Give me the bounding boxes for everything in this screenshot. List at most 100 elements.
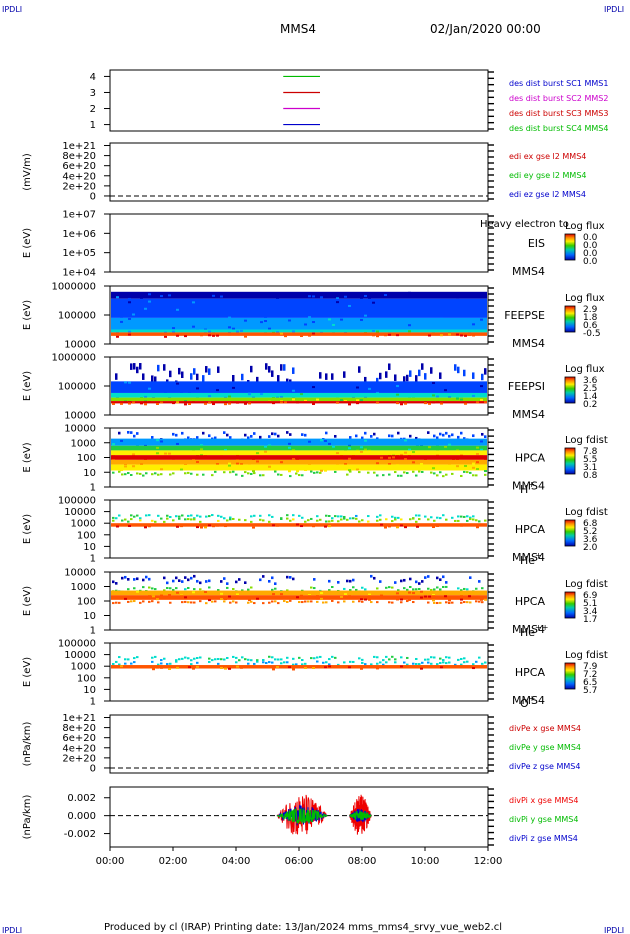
spectrogram-pixel: [360, 598, 363, 601]
spectrogram-pixel: [328, 525, 331, 528]
spectrogram-pixel: [388, 590, 391, 593]
spectrogram-pixel: [283, 661, 286, 664]
spectrogram-pixel: [268, 465, 271, 468]
colorbar-tick-label: 7.8: [583, 447, 598, 457]
spectrogram-pixel: [376, 330, 379, 333]
spectrogram-pixel: [360, 667, 363, 670]
spectrogram-pixel: [409, 518, 412, 521]
colorbar-tick-label: 3.4: [583, 607, 598, 617]
spectrogram-pixel: [340, 518, 343, 521]
panel-frame: [109, 714, 489, 774]
x-tick-label: 10:00: [411, 856, 440, 867]
spectrogram-pixel: [268, 520, 271, 523]
spectrogram-pixel: [384, 446, 387, 449]
spectrogram-pixel: [481, 662, 484, 665]
spectrogram-band: [111, 317, 487, 330]
spectrogram-pixel: [130, 363, 133, 370]
spectrogram-pixel: [136, 514, 139, 517]
spectrogram-pixel: [284, 401, 287, 404]
spectrogram-pixel: [148, 451, 151, 454]
spectrogram-pixel: [370, 574, 373, 578]
spectrogram-pixel: [408, 598, 411, 601]
spectrogram-pixel: [296, 523, 299, 526]
legend-entry: des dist burst SC4 MMS4: [509, 124, 608, 133]
y-tick-label: 8e+20: [62, 723, 96, 734]
spectrogram-pixel: [184, 588, 187, 591]
spectrogram-pixel: [439, 661, 442, 664]
spectrogram-pixel: [325, 431, 328, 435]
spectrogram-pixel: [196, 301, 199, 304]
spectrogram-pixel: [427, 658, 430, 661]
spectrogram-pixel: [187, 436, 190, 440]
spectrogram-pixel: [418, 587, 421, 590]
spectrogram-pixel: [444, 389, 447, 392]
spectrogram-pixel: [274, 432, 277, 436]
spectrogram-pixel: [316, 471, 319, 474]
spectrogram-pixel: [286, 431, 289, 434]
spectrogram-pixel: [484, 399, 487, 402]
instrument-spacecraft: MMS4: [512, 694, 545, 707]
spectrogram-pixel: [264, 465, 267, 468]
spectrogram-pixel: [400, 453, 403, 456]
y-tick-label: 10: [83, 468, 96, 479]
spectrogram-pixel: [124, 465, 127, 468]
spectrogram-pixel: [277, 602, 280, 605]
spectrogram-pixel: [259, 578, 262, 582]
spectrogram-pixel: [208, 330, 211, 333]
spectrogram-pixel: [228, 295, 231, 298]
spectrogram-pixel: [248, 402, 251, 405]
spectrogram-pixel: [412, 588, 415, 591]
spectrogram-pixel: [229, 601, 232, 604]
spectrogram-pixel: [142, 600, 145, 603]
spectrogram-pixel: [154, 520, 157, 523]
spectrogram-pixel: [264, 320, 267, 323]
instrument-label: EIS: [528, 237, 545, 250]
spectrogram-pixel: [332, 523, 335, 526]
spectrogram-pixel: [406, 663, 409, 666]
spectrogram-pixel: [336, 386, 339, 389]
spectrogram-pixel: [457, 366, 460, 374]
spectrogram-pixel: [324, 469, 327, 472]
spectrogram-pixel: [436, 602, 439, 605]
spectrogram-pixel: [370, 663, 373, 666]
spectrogram-pixel: [112, 519, 115, 522]
y-tick-label: 3: [90, 88, 96, 99]
spectrogram-pixel: [298, 656, 301, 659]
spectrogram-pixel: [228, 333, 231, 336]
spectrogram-pixel: [415, 375, 418, 382]
spectrogram-pixel: [178, 579, 181, 582]
spectrogram-pixel: [151, 656, 154, 659]
spectrogram-pixel: [376, 401, 379, 404]
spectrogram-pixel: [412, 592, 415, 595]
spectrogram-pixel: [440, 334, 443, 337]
spectrogram-pixel: [152, 595, 155, 598]
y-axis-label: E (eV): [22, 586, 33, 616]
y-tick-label: 6e+20: [62, 161, 96, 172]
spectrogram-pixel: [178, 658, 181, 661]
spectrogram-pixel: [133, 434, 136, 438]
spectrogram-pixel: [406, 656, 409, 659]
colorbar-tick-label: -0.5: [583, 329, 601, 339]
spectrogram-pixel: [286, 517, 289, 520]
spectrogram-pixel: [343, 371, 346, 378]
spectrogram-pixel: [288, 446, 291, 449]
spectrogram-pixel: [472, 667, 475, 670]
spectrogram-pixel: [373, 432, 376, 436]
spectrogram-pixel: [313, 578, 316, 581]
spectrogram-pixel: [115, 660, 118, 663]
spectrogram-pixel: [232, 517, 235, 520]
spectrogram-pixel: [166, 514, 169, 517]
y-tick-label: 1e+04: [62, 268, 96, 279]
instrument-label: HPCA: [515, 452, 546, 465]
spectrogram-pixel: [139, 472, 142, 475]
spectrogram-pixel: [418, 663, 421, 666]
spectrogram-pixel: [432, 394, 435, 397]
spectrogram-band: [111, 464, 487, 471]
spectrogram-pixel: [152, 452, 155, 455]
spectrogram-pixel: [472, 434, 475, 438]
spectrogram-pixel: [430, 367, 433, 374]
spectrogram-pixel: [136, 472, 139, 475]
spectrogram-pixel: [286, 575, 289, 579]
spectrogram-pixel: [476, 526, 479, 529]
